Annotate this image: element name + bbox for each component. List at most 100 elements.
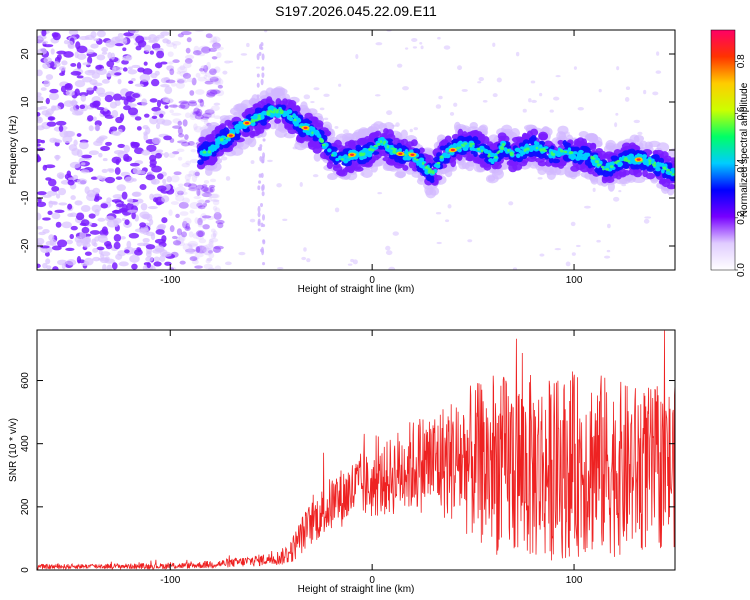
- spectrogram-noise-blob: [109, 126, 118, 133]
- spectrogram-noise-blob: [539, 253, 545, 257]
- spectrogram-noise-blob: [80, 169, 90, 174]
- spectrogram-noise-blob: [210, 36, 221, 43]
- spectrogram-noise-blob: [115, 43, 124, 47]
- spectrogram-stripe-blob: [257, 205, 261, 213]
- spectrogram-ridge-blob: [522, 139, 530, 146]
- spectrogram-noise-blob: [89, 230, 101, 235]
- spectrogram-noise-blob: [207, 267, 215, 270]
- spectrogram-noise-blob: [139, 73, 151, 82]
- spectrogram-noise-blob: [55, 120, 67, 126]
- spectrogram-ridge-blob: [487, 154, 491, 158]
- spectrogram-ridge-blob: [648, 159, 652, 163]
- spectrogram-stripe-blob: [260, 246, 264, 253]
- spectrogram-stripe-blob: [261, 183, 265, 191]
- spectrogram-noise-blob: [113, 149, 125, 155]
- spectrogram-noise-blob: [299, 181, 303, 187]
- spectrogram-noise-blob: [183, 182, 192, 187]
- spectrogram-noise-blob: [197, 52, 206, 57]
- spectrogram-noise-blob: [184, 134, 189, 140]
- spectrogram-noise-blob: [208, 238, 214, 245]
- spectrogram-noise-blob: [412, 46, 418, 49]
- spectrogram-noise-blob: [189, 256, 198, 262]
- spectrogram-noise-blob: [37, 37, 44, 44]
- spectrogram-noise-blob: [203, 119, 209, 125]
- spectrogram-ridge-blob: [645, 172, 655, 180]
- spectrogram-ridge-blob: [202, 144, 210, 150]
- spectrogram-ridge-blob: [507, 148, 510, 152]
- spectrogram-ridge-blob: [405, 155, 412, 161]
- spectrogram-ridge-blob: [571, 155, 577, 159]
- spectrogram-noise-blob: [55, 154, 60, 161]
- spectrogram-noise-blob: [150, 78, 160, 87]
- spectrogram-noise-blob: [211, 75, 222, 84]
- spectrogram-noise-blob: [37, 143, 41, 147]
- spectrogram-noise-blob: [191, 259, 199, 265]
- spectrogram-noise-blob: [179, 70, 189, 77]
- spectrogram-ridge-blob: [358, 158, 367, 165]
- spectrogram-noise-blob: [146, 144, 157, 153]
- spectrogram-noise-blob: [37, 237, 45, 245]
- spectrogram-noise-blob: [178, 100, 189, 105]
- spectrogram-noise-blob: [176, 71, 181, 75]
- spectrogram-noise-blob: [385, 245, 391, 251]
- spectrogram-noise-blob: [449, 111, 455, 116]
- spectrogram-stripe-blob: [261, 214, 265, 221]
- spectrogram-ridge-blob: [362, 147, 368, 153]
- spectrogram-noise-blob: [197, 230, 204, 238]
- spectrogram-noise-blob: [112, 217, 122, 224]
- spectrogram-noise-blob: [57, 239, 68, 248]
- spectrogram-ridge-blob: [333, 139, 342, 148]
- spectrogram-noise-blob: [206, 92, 216, 98]
- spectrogram-noise-blob: [161, 235, 167, 242]
- spectrogram-noise-blob: [92, 256, 101, 262]
- spectrogram-ridge-blob: [274, 127, 288, 138]
- spectrogram-noise-blob: [625, 86, 631, 91]
- spectrogram-noise-blob: [189, 110, 196, 118]
- spectrogram-noise-blob: [74, 88, 80, 97]
- spectrogram-x-tick-label: -100: [160, 275, 180, 286]
- spectrogram-noise-blob: [132, 142, 140, 148]
- spectrogram-noise-blob: [182, 119, 188, 127]
- spectrogram-noise-blob: [151, 106, 161, 112]
- spectrogram-noise-blob: [70, 225, 78, 231]
- spectrogram-ridge-blob: [671, 173, 675, 176]
- spectrogram-ridge-blob: [537, 166, 547, 176]
- spectrogram-noise-blob: [461, 88, 468, 92]
- spectrogram-noise-blob: [37, 154, 41, 162]
- spectrogram-noise-blob: [164, 105, 169, 109]
- spectrogram-noise-blob: [166, 42, 175, 48]
- spectrogram-ridge-blob: [274, 118, 282, 124]
- spectrogram-noise-blob: [282, 218, 288, 222]
- spectrogram-noise-blob: [438, 95, 443, 100]
- spectrogram-noise-blob: [583, 205, 591, 209]
- spectrogram-noise-blob: [256, 66, 261, 69]
- spectrogram-noise-blob: [66, 170, 71, 177]
- spectrogram-noise-blob: [374, 94, 381, 97]
- snr-x-axis-label: Height of straight line (km): [298, 584, 415, 595]
- spectrogram-noise-blob: [214, 66, 221, 74]
- spectrogram-ridge-blob: [237, 126, 244, 130]
- spectrogram-ridge-blob: [282, 110, 287, 115]
- spectrogram-ridge-blob: [594, 159, 600, 164]
- spectrogram-noise-blob: [250, 160, 255, 164]
- spectrogram-noise-blob: [323, 117, 329, 121]
- spectrogram-noise-blob: [209, 186, 215, 193]
- spectrogram-ridge-blob: [240, 99, 253, 111]
- spectrogram-noise-blob: [177, 66, 188, 73]
- spectrogram-y-axis-label: Frequency (Hz): [8, 116, 19, 185]
- spectrogram-noise-blob: [194, 217, 199, 224]
- spectrogram-noise-blob: [81, 162, 86, 166]
- spectrogram-noise-blob: [93, 140, 103, 146]
- spectrogram-stripe-blob: [261, 159, 265, 164]
- colorbar-tick-label: 0.2: [736, 210, 747, 224]
- spectrogram-noise-blob: [182, 217, 192, 225]
- spectrogram-noise-blob: [200, 116, 210, 120]
- spectrogram-noise-blob: [78, 141, 89, 150]
- spectrogram-noise-blob: [47, 210, 53, 216]
- spectrogram-noise-blob: [93, 242, 98, 247]
- spectrogram-noise-blob: [104, 176, 116, 184]
- spectrogram-ridge-blob: [368, 147, 372, 152]
- spectrogram-noise-blob: [276, 183, 282, 188]
- spectrogram-ridge-blob: [430, 169, 433, 173]
- spectrogram-noise-blob: [185, 179, 190, 184]
